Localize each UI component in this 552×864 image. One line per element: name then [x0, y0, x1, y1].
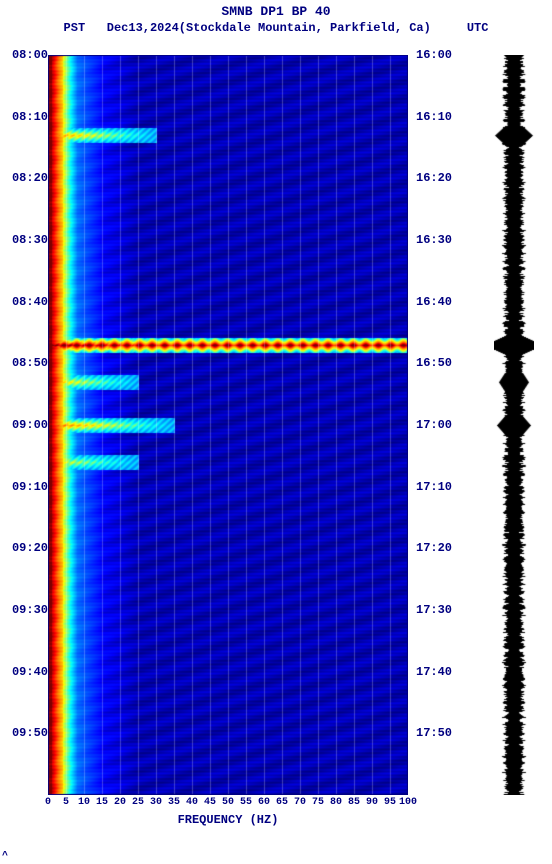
ytick-right: 16:50 [412, 356, 466, 370]
ytick-left: 08:50 [0, 356, 52, 370]
site: (Stockdale Mountain, Parkfield, Ca) [179, 21, 431, 35]
ytick-left: 08:20 [0, 171, 52, 185]
ytick-left: 09:10 [0, 480, 52, 494]
xtick: 85 [348, 797, 360, 808]
x-axis-label: FREQUENCY (HZ) [48, 813, 408, 827]
xtick: 25 [132, 797, 144, 808]
ytick-left: 09:30 [0, 603, 52, 617]
ytick-left: 08:00 [0, 48, 52, 62]
xtick: 30 [150, 797, 162, 808]
ytick-left: 08:40 [0, 295, 52, 309]
xtick: 15 [96, 797, 108, 808]
xtick: 40 [186, 797, 198, 808]
xtick: 65 [276, 797, 288, 808]
y-axis-right-utc: 16:0016:1016:2016:3016:4016:5017:0017:10… [412, 55, 462, 795]
xtick: 20 [114, 797, 126, 808]
ytick-right: 17:10 [412, 480, 466, 494]
corner-mark: ^ [2, 851, 8, 862]
ytick-right: 17:50 [412, 726, 466, 740]
ytick-left: 09:00 [0, 418, 52, 432]
ytick-left: 09:20 [0, 541, 52, 555]
xtick: 35 [168, 797, 180, 808]
xtick: 50 [222, 797, 234, 808]
xtick: 90 [366, 797, 378, 808]
tz-right: UTC [467, 21, 489, 35]
ytick-left: 08:10 [0, 110, 52, 124]
xtick: 100 [399, 797, 417, 808]
ytick-right: 16:20 [412, 171, 466, 185]
ytick-right: 17:20 [412, 541, 466, 555]
xtick: 0 [45, 797, 51, 808]
plot-area: 08:0008:1008:2008:3008:4008:5009:0009:10… [0, 55, 552, 815]
ytick-left: 09:50 [0, 726, 52, 740]
ytick-right: 16:40 [412, 295, 466, 309]
date: Dec13,2024 [107, 21, 179, 35]
spectrogram-canvas [48, 55, 408, 795]
xtick: 95 [384, 797, 396, 808]
ytick-left: 08:30 [0, 233, 52, 247]
ytick-right: 17:40 [412, 665, 466, 679]
waveform [494, 55, 534, 795]
ytick-right: 17:00 [412, 418, 466, 432]
title-row-2: PST Dec13,2024(Stockdale Mountain, Parkf… [0, 21, 552, 37]
xtick: 55 [240, 797, 252, 808]
xtick: 60 [258, 797, 270, 808]
ytick-left: 09:40 [0, 665, 52, 679]
xtick: 70 [294, 797, 306, 808]
xtick: 80 [330, 797, 342, 808]
xtick: 75 [312, 797, 324, 808]
y-axis-left-pst: 08:0008:1008:2008:3008:4008:5009:0009:10… [0, 55, 48, 795]
title: SMNB DP1 BP 40 [0, 4, 552, 21]
tz-left: PST [64, 21, 86, 35]
spectrogram [48, 55, 408, 795]
header: SMNB DP1 BP 40 PST Dec13,2024(Stockdale … [0, 0, 552, 36]
ytick-right: 16:30 [412, 233, 466, 247]
ytick-right: 17:30 [412, 603, 466, 617]
ytick-right: 16:10 [412, 110, 466, 124]
waveform-canvas [494, 55, 534, 795]
xtick: 10 [78, 797, 90, 808]
ytick-right: 16:00 [412, 48, 466, 62]
xtick: 45 [204, 797, 216, 808]
xtick: 5 [63, 797, 69, 808]
